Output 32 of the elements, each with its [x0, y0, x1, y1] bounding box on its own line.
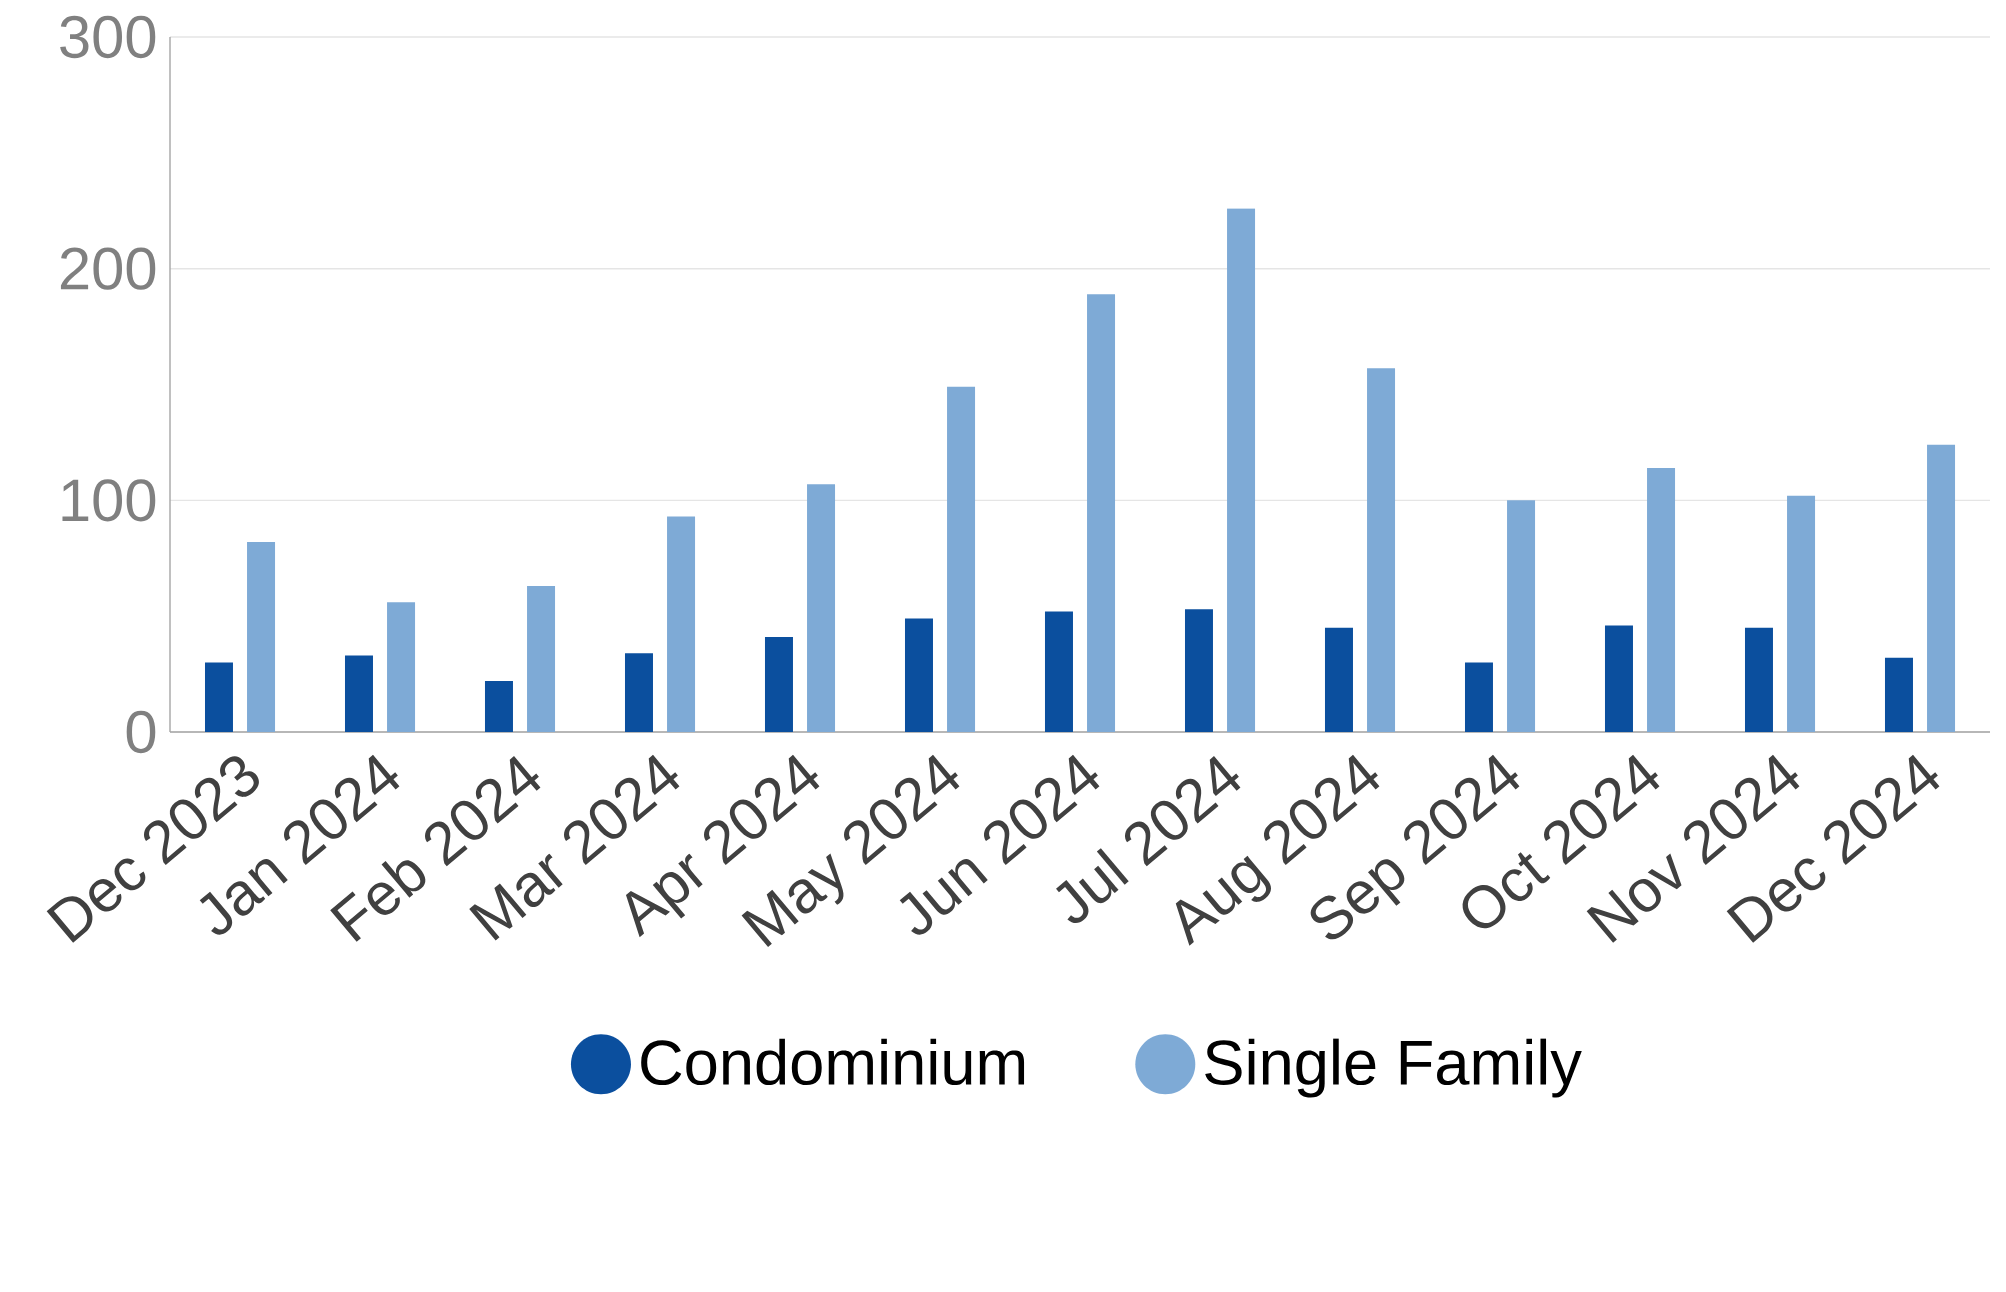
bar [527, 586, 556, 733]
bar [667, 516, 696, 733]
bar [1044, 611, 1073, 733]
bar [624, 653, 653, 733]
bar [387, 602, 416, 733]
y-tick-label: 300 [60, 15, 156, 59]
legend-label: Single Family [1205, 1038, 1582, 1098]
bar [1884, 657, 1913, 733]
bar [904, 618, 933, 733]
bar [1787, 495, 1816, 733]
bar [1087, 294, 1116, 733]
bar [764, 637, 793, 733]
bar [1227, 208, 1256, 733]
bar [247, 542, 276, 733]
bar [204, 662, 233, 733]
bar [807, 484, 836, 733]
bar [1604, 625, 1633, 733]
bar [1184, 609, 1213, 733]
y-tick-label: 0 [126, 710, 156, 754]
bar [1927, 444, 1956, 733]
bar [344, 655, 373, 733]
bar [1464, 662, 1493, 733]
bar [947, 386, 976, 733]
bar [1744, 627, 1773, 733]
bar [1324, 627, 1353, 733]
legend-label: Condominium [641, 1038, 1025, 1086]
bar [1507, 500, 1536, 733]
bar [1367, 368, 1396, 733]
y-tick-label: 200 [60, 247, 156, 290]
bar [484, 681, 513, 733]
y-tick-label: 100 [62, 479, 156, 522]
bar [1647, 467, 1676, 733]
